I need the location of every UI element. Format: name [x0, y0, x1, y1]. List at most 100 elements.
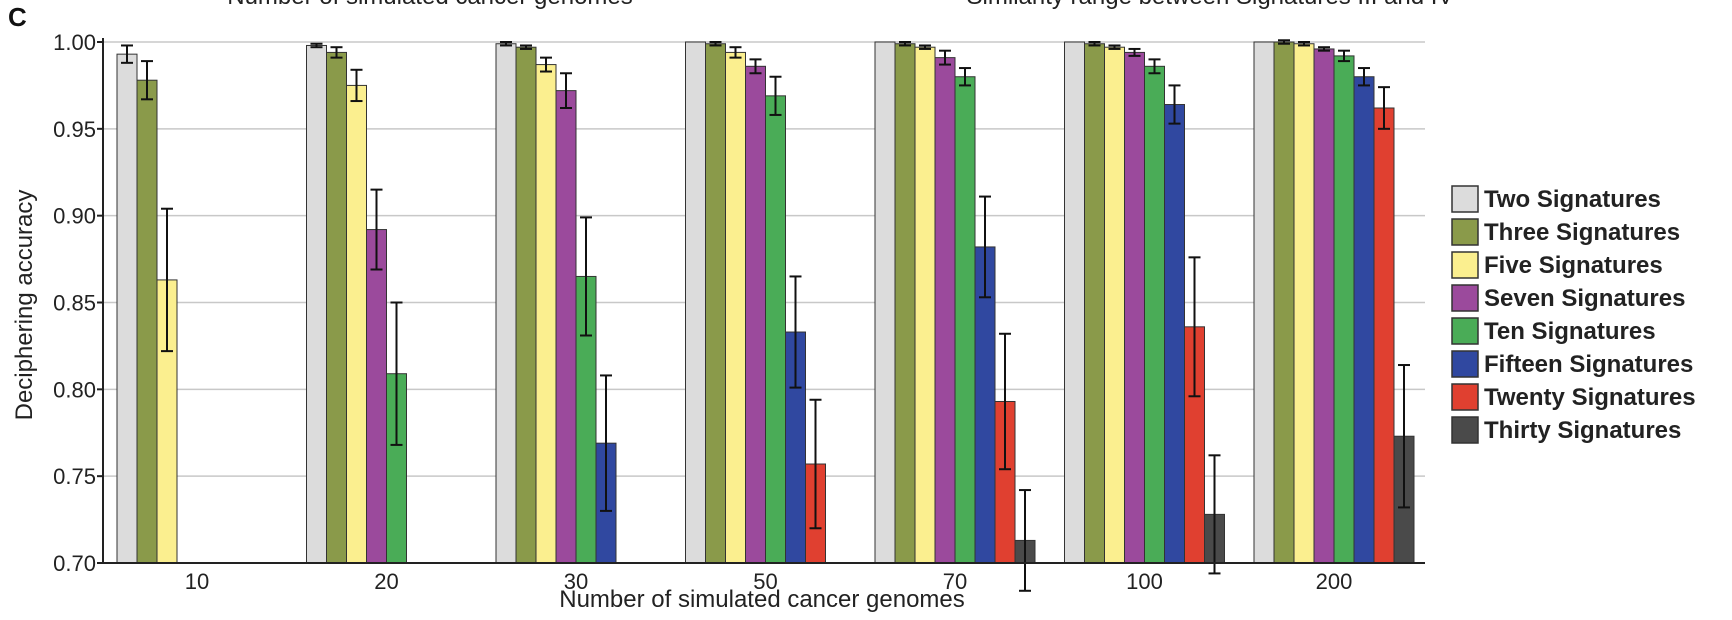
error-bar	[161, 207, 173, 353]
error-bar	[979, 195, 991, 299]
error-bar	[1188, 256, 1201, 398]
legend-item: Ten Signatures	[1451, 317, 1656, 345]
bar	[1313, 48, 1335, 564]
legend-item: Two Signatures	[1451, 185, 1661, 213]
error-bar	[1148, 58, 1161, 75]
error-bar	[939, 49, 951, 66]
legend-label: Ten Signatures	[1484, 318, 1656, 345]
error-bar	[919, 44, 931, 50]
bar	[874, 41, 896, 564]
x-tick-label: 100	[1126, 569, 1163, 594]
x-tick-label: 50	[753, 569, 777, 594]
error-bar	[709, 41, 722, 47]
bar	[346, 84, 367, 564]
y-tick-label: 0.80	[53, 377, 96, 402]
error-bar	[1108, 44, 1121, 50]
bar	[1104, 46, 1125, 564]
error-bar	[899, 41, 911, 47]
bar	[685, 41, 706, 564]
x-tick-label: 30	[564, 569, 588, 594]
error-bar	[370, 188, 383, 271]
error-bar	[540, 56, 552, 73]
legend-label: Three Signatures	[1484, 219, 1680, 246]
legend: Two Signatures Three Signatures Five Signa…	[1451, 185, 1696, 444]
error-bar	[350, 68, 363, 103]
legend-item: Seven Signatures	[1451, 284, 1685, 312]
bar	[1333, 55, 1355, 564]
legend-item: Fifteen Signatures	[1451, 350, 1693, 378]
legend-item: Three Signatures	[1451, 218, 1680, 246]
error-bar	[769, 75, 782, 116]
legend-swatch	[1451, 218, 1479, 246]
error-bar	[1019, 489, 1031, 592]
error-bar	[500, 41, 512, 47]
legend-label: Fifteen Signatures	[1484, 351, 1693, 378]
bar	[555, 90, 577, 564]
x-tick-labels: 10 20 30 50 70 100 200	[185, 569, 1353, 594]
y-tick-labels: 0.70 0.75 0.80 0.85 0.90 0.95 1.00	[53, 30, 96, 576]
bar	[1373, 107, 1395, 564]
error-bar	[1358, 67, 1370, 87]
error-bar	[1298, 41, 1310, 47]
error-bars	[121, 39, 1410, 592]
bar	[765, 95, 786, 564]
bar	[116, 53, 138, 564]
legend-swatch	[1451, 383, 1479, 411]
error-bar	[1378, 86, 1390, 130]
bar	[705, 43, 726, 564]
bar	[1253, 41, 1275, 564]
legend-swatch	[1451, 350, 1479, 378]
x-tick-label: 200	[1316, 569, 1353, 594]
bar	[934, 57, 956, 564]
error-bar	[600, 374, 612, 512]
x-tick-label: 20	[374, 569, 398, 594]
error-bar	[310, 42, 323, 49]
error-bar	[809, 398, 822, 530]
legend-swatch	[1451, 416, 1479, 444]
error-bar	[330, 46, 343, 59]
error-bar	[1208, 454, 1221, 575]
error-bar	[789, 275, 802, 389]
legend-label: Thirty Signatures	[1484, 417, 1681, 444]
error-bar	[580, 216, 592, 337]
bar	[306, 44, 327, 564]
bar	[136, 79, 158, 564]
axes	[97, 38, 1425, 564]
bar	[725, 51, 746, 564]
cut-title-right: Similarity range between Signatures III …	[967, 0, 1454, 10]
y-tick-label: 0.70	[53, 551, 96, 576]
error-bar	[560, 72, 572, 109]
y-tick-label: 0.95	[53, 117, 96, 142]
legend-swatch	[1451, 185, 1479, 213]
error-bar	[1318, 46, 1330, 52]
bar	[894, 43, 916, 564]
bar	[326, 51, 347, 564]
bar	[914, 46, 936, 564]
bar	[954, 76, 976, 564]
y-axis-label: Deciphering accuracy	[11, 190, 38, 421]
bar	[1084, 43, 1105, 564]
bar	[366, 229, 387, 564]
bar	[1164, 104, 1185, 564]
bar	[1124, 51, 1145, 564]
x-tick-label: 70	[943, 569, 967, 594]
error-bar	[729, 46, 742, 59]
y-tick-label: 0.75	[53, 464, 96, 489]
error-bar	[959, 67, 971, 87]
legend-label: Seven Signatures	[1484, 285, 1685, 312]
bar	[515, 46, 537, 564]
legend-label: Two Signatures	[1484, 186, 1661, 213]
bar	[1064, 41, 1085, 564]
bar	[535, 64, 557, 564]
error-bar	[1168, 84, 1181, 125]
legend-swatch	[1451, 317, 1479, 345]
cut-title-left: Number of simulated cancer genomes	[227, 0, 633, 10]
bar	[1273, 41, 1295, 564]
error-bar	[390, 301, 403, 446]
y-tick-label: 0.85	[53, 291, 96, 316]
bar	[1293, 43, 1315, 564]
error-bar	[141, 60, 153, 101]
bar	[745, 65, 766, 564]
y-tick-label: 0.90	[53, 204, 96, 229]
